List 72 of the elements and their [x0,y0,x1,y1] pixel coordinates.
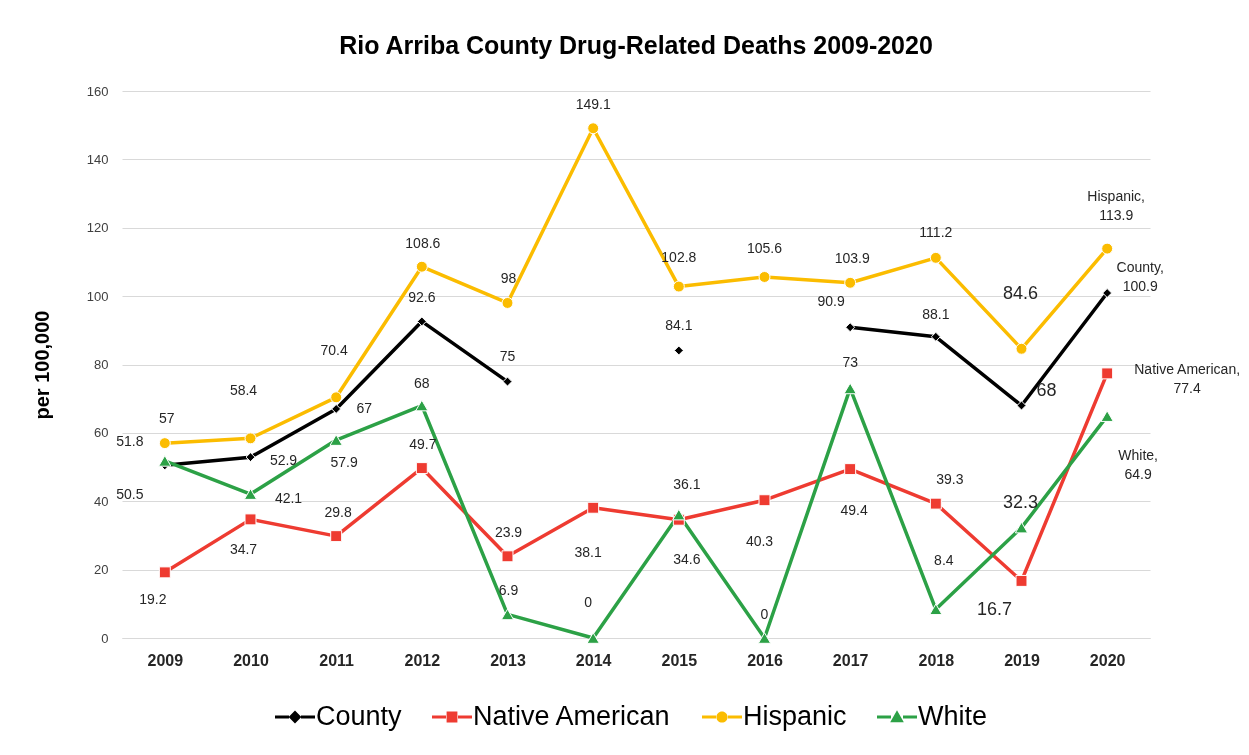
data-label: 98 [500,269,517,286]
legend-label: White [918,701,988,731]
x-tick-label: 2013 [490,651,526,669]
y-tick-label: 80 [94,357,109,372]
data-label: 67 [356,399,373,416]
data-label: 36.1 [673,475,701,492]
x-tick-label: 2020 [1089,651,1126,669]
data-label: 57 [159,410,175,427]
data-label: 84.6 [1002,282,1039,303]
y-tick-label: 60 [94,425,109,441]
data-label: 103.9 [834,249,870,266]
data-label: Hispanic, 113.9 [1087,187,1145,223]
data-label: 16.7 [976,598,1013,619]
data-label: 111.2 [919,223,953,240]
data-label: 34.6 [673,550,701,567]
data-label: 38.1 [574,543,602,560]
x-tick-label: 2010 [233,651,269,669]
data-label: 84.1 [665,317,693,334]
y-tick-label: 20 [94,562,109,578]
x-tick-label: 2011 [319,651,355,669]
data-label: 92.6 [408,289,436,306]
data-label: County, 100.9 [1116,259,1164,295]
y-tick-label: 140 [86,151,109,167]
data-label: 49.4 [840,502,868,519]
x-tick-label: 2014 [575,651,612,669]
data-label: 42.1 [274,490,303,507]
data-label: White, 64.9 [1118,447,1159,483]
data-label: 19.2 [139,591,167,608]
data-label: 39.3 [936,470,964,487]
data-label: 70.4 [320,342,348,359]
data-label: 0 [584,594,593,610]
y-axis-title: per 100,000 [30,310,53,420]
data-label: 34.7 [229,541,258,558]
x-tick-label: 2018 [918,651,955,669]
data-label: 6.9 [498,582,519,599]
y-tick-label: 100 [86,288,109,304]
y-tick-label: 160 [86,83,109,99]
data-label: 32.3 [1002,491,1039,512]
x-tick-label: 2019 [1004,651,1040,669]
legend-label: County [316,701,403,731]
x-tick-label: 2015 [661,651,698,669]
chart-title: Rio Arriba County Drug-Related Deaths 2009-2020 [339,31,933,59]
data-label: 105.6 [746,239,783,256]
data-label: 29.8 [324,504,352,521]
data-label: 49.7 [409,436,437,453]
data-label: 23.9 [494,524,523,541]
data-label: 57.9 [330,454,358,471]
data-label: 68 [414,374,430,391]
data-label: 75 [499,347,516,364]
data-label: 88.1 [922,305,950,322]
legend-label: Native American [473,701,670,731]
data-label: 0 [760,606,769,622]
data-label: 58.4 [229,382,258,399]
data-label: 149.1 [575,96,611,113]
x-tick-label: 2017 [832,651,869,669]
legend-label: Hispanic [743,701,847,731]
y-tick-label: 120 [86,220,109,236]
x-tick-label: 2012 [404,651,441,669]
data-label: 73 [842,354,859,371]
y-tick-label: 0 [101,630,109,646]
data-label: 68 [1036,379,1057,400]
data-label: 50.5 [116,486,144,503]
x-tick-label: 2009 [147,651,184,669]
data-label: 52.9 [269,452,298,469]
y-tick-label: 40 [94,493,109,509]
data-label: 108.6 [405,234,441,251]
x-tick-label: 2016 [747,651,783,669]
data-label: Native American, 77.4 [1134,361,1241,397]
data-label: 90.9 [817,293,845,310]
data-label: 40.3 [745,533,774,550]
data-label: 8.4 [934,552,954,569]
data-label: 51.8 [116,432,144,449]
